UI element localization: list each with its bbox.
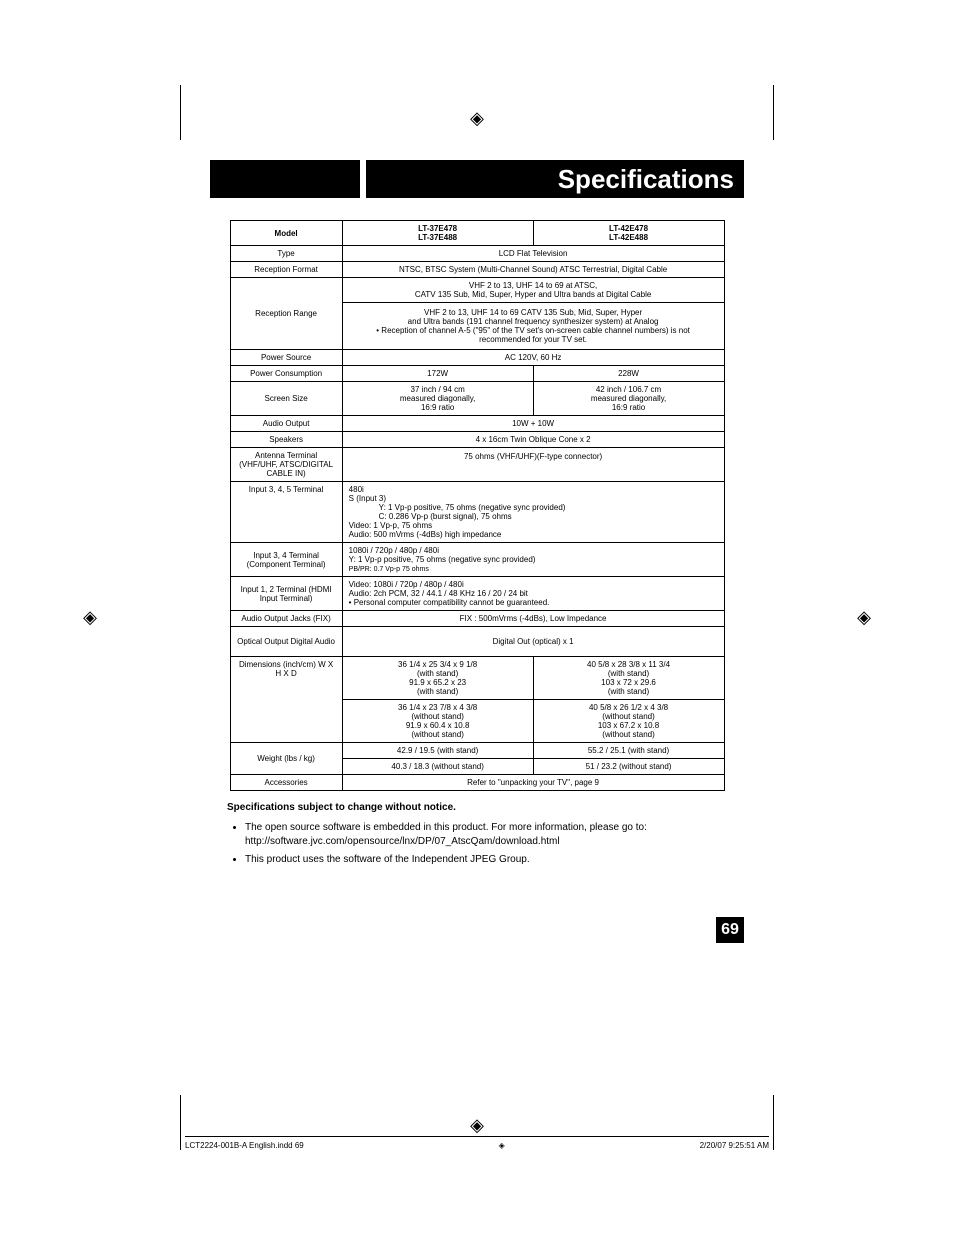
header-model: Model — [230, 221, 342, 246]
row-label: Input 3, 4, 5 Terminal — [230, 482, 342, 543]
row-value: 40 5/8 x 26 1/2 x 4 3/8 (without stand) … — [533, 700, 724, 743]
header-col1: LT-37E478 LT-37E488 — [342, 221, 533, 246]
row-value: 1080i / 720p / 480p / 480i Y: 1 Vp-p pos… — [342, 543, 724, 577]
model-42e478: LT-42E478 — [609, 224, 648, 233]
row-value: VHF 2 to 13, UHF 14 to 69 CATV 135 Sub, … — [342, 303, 724, 350]
print-footer: LCT2224-001B-A English.indd 69 ◈ 2/20/07… — [185, 1136, 769, 1150]
row-label: Type — [230, 246, 342, 262]
table-row: Optical Output Digital Audio Digital Out… — [230, 627, 724, 657]
row-label: Weight (lbs / kg) — [230, 743, 342, 775]
row-value: AC 120V, 60 Hz — [342, 350, 724, 366]
crop-mark — [180, 85, 181, 140]
model-42e488: LT-42E488 — [609, 233, 648, 242]
header-col2: LT-42E478 LT-42E488 — [533, 221, 724, 246]
row-label: Input 3, 4 Terminal (Component Terminal) — [230, 543, 342, 577]
row-value: NTSC, BTSC System (Multi-Channel Sound) … — [342, 262, 724, 278]
row-value: VHF 2 to 13, UHF 14 to 69 at ATSC, CATV … — [342, 278, 724, 303]
row-label: Accessories — [230, 775, 342, 791]
row-value: 42.9 / 19.5 (with stand) — [342, 743, 533, 759]
notes-section: Specifications subject to change without… — [227, 801, 727, 867]
row-value: 228W — [533, 366, 724, 382]
registration-mark-icon: ◈ — [854, 607, 874, 627]
table-row: Audio Output 10W + 10W — [230, 416, 724, 432]
table-row: Speakers 4 x 16cm Twin Oblique Cone x 2 — [230, 432, 724, 448]
model-37e488: LT-37E488 — [418, 233, 457, 242]
page-title: Specifications — [366, 160, 744, 198]
table-row: Input 3, 4 Terminal (Component Terminal)… — [230, 543, 724, 577]
row-value: 37 inch / 94 cm measured diagonally, 16:… — [342, 382, 533, 416]
row-value: 4 x 16cm Twin Oblique Cone x 2 — [342, 432, 724, 448]
row-label: Antenna Terminal (VHF/UHF, ATSC/DIGITAL … — [230, 448, 342, 482]
table-row: Dimensions (inch/cm) W X H X D 36 1/4 x … — [230, 657, 724, 700]
row-value: 40.3 / 18.3 (without stand) — [342, 759, 533, 775]
table-row: Input 1, 2 Terminal (HDMI Input Terminal… — [230, 577, 724, 611]
row-value: 42 inch / 106.7 cm measured diagonally, … — [533, 382, 724, 416]
row-value: 40 5/8 x 28 3/8 x 11 3/4 (with stand) 10… — [533, 657, 724, 700]
note-bullet: The open source software is embedded in … — [245, 821, 727, 849]
footer-reg-icon: ◈ — [499, 1141, 505, 1150]
table-row: Audio Output Jacks (FIX) FIX : 500mVrms … — [230, 611, 724, 627]
row-value: 55.2 / 25.1 (with stand) — [533, 743, 724, 759]
row-value: 480i S (Input 3) Y: 1 Vp-p positive, 75 … — [342, 482, 724, 543]
notice-heading: Specifications subject to change without… — [227, 802, 456, 813]
row-value: 36 1/4 x 23 7/8 x 4 3/8 (without stand) … — [342, 700, 533, 743]
table-row: Weight (lbs / kg) 42.9 / 19.5 (with stan… — [230, 743, 724, 759]
row-label: Power Consumption — [230, 366, 342, 382]
table-row: Power Consumption 172W 228W — [230, 366, 724, 382]
row-label: Screen Size — [230, 382, 342, 416]
row-value: Refer to "unpacking your TV", page 9 — [342, 775, 724, 791]
row-label: Power Source — [230, 350, 342, 366]
footer-filename: LCT2224-001B-A English.indd 69 — [185, 1141, 304, 1150]
row-value: 10W + 10W — [342, 416, 724, 432]
row-label: Input 1, 2 Terminal (HDMI Input Terminal… — [230, 577, 342, 611]
table-row: Accessories Refer to "unpacking your TV"… — [230, 775, 724, 791]
row-value: FIX : 500mVrms (-4dBs), Low Impedance — [342, 611, 724, 627]
row-value: Video: 1080i / 720p / 480p / 480i Audio:… — [342, 577, 724, 611]
title-accent-block — [210, 160, 360, 198]
note-bullet: This product uses the software of the In… — [245, 853, 727, 867]
row-label: Optical Output Digital Audio — [230, 627, 342, 657]
row-value: 51 / 23.2 (without stand) — [533, 759, 724, 775]
model-37e478: LT-37E478 — [418, 224, 457, 233]
row-label: Dimensions (inch/cm) W X H X D — [230, 657, 342, 743]
row-label: Reception Range — [230, 278, 342, 350]
row-value: 172W — [342, 366, 533, 382]
crop-mark — [180, 1095, 181, 1150]
table-row: Reception Format NTSC, BTSC System (Mult… — [230, 262, 724, 278]
title-bar: Specifications — [210, 160, 744, 198]
table-row: Antenna Terminal (VHF/UHF, ATSC/DIGITAL … — [230, 448, 724, 482]
row-value: 75 ohms (VHF/UHF)(F-type connector) — [342, 448, 724, 482]
crop-mark — [773, 1095, 774, 1150]
registration-mark-icon: ◈ — [467, 108, 487, 128]
table-row: Input 3, 4, 5 Terminal 480i S (Input 3) … — [230, 482, 724, 543]
table-row: Type LCD Flat Television — [230, 246, 724, 262]
row-label: Speakers — [230, 432, 342, 448]
table-row: Power Source AC 120V, 60 Hz — [230, 350, 724, 366]
crop-mark — [773, 85, 774, 140]
page-number-badge: 69 — [716, 917, 744, 943]
row-value: Digital Out (optical) x 1 — [342, 627, 724, 657]
row-value: LCD Flat Television — [342, 246, 724, 262]
row-label: Reception Format — [230, 262, 342, 278]
table-row: Screen Size 37 inch / 94 cm measured dia… — [230, 382, 724, 416]
row-label: Audio Output Jacks (FIX) — [230, 611, 342, 627]
registration-mark-icon: ◈ — [467, 1115, 487, 1135]
row-label: Audio Output — [230, 416, 342, 432]
footer-timestamp: 2/20/07 9:25:51 AM — [700, 1141, 769, 1150]
registration-mark-icon: ◈ — [80, 607, 100, 627]
content-area: Specifications Model LT-37E478 LT-37E488… — [210, 160, 744, 871]
table-row: Reception Range VHF 2 to 13, UHF 14 to 6… — [230, 278, 724, 303]
document-page: ◈ ◈ ◈ ◈ Specifications Model LT-37E478 L… — [0, 0, 954, 1235]
specifications-table: Model LT-37E478 LT-37E488 LT-42E478 LT-4… — [230, 220, 725, 791]
table-header-row: Model LT-37E478 LT-37E488 LT-42E478 LT-4… — [230, 221, 724, 246]
row-value: 36 1/4 x 25 3/4 x 9 1/8 (with stand) 91.… — [342, 657, 533, 700]
